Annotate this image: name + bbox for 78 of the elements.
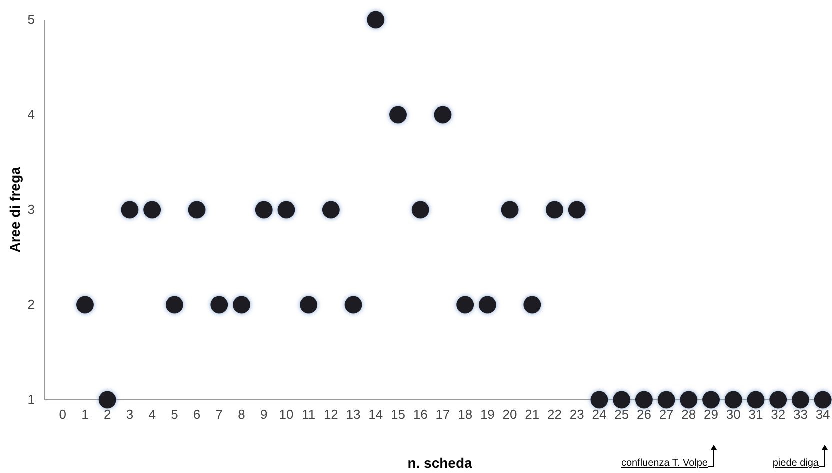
x-tick-label: 6 bbox=[193, 407, 201, 422]
x-tick-label: 3 bbox=[126, 407, 134, 422]
x-tick-label: 19 bbox=[480, 407, 495, 422]
point bbox=[478, 296, 496, 314]
x-tick-label: 8 bbox=[238, 407, 246, 422]
x-tick-label: 29 bbox=[704, 407, 718, 422]
x-tick-label: 27 bbox=[659, 407, 674, 422]
point bbox=[680, 391, 698, 409]
x-tick-label: 33 bbox=[793, 407, 808, 422]
point bbox=[390, 106, 407, 124]
y-tick-label: 2 bbox=[28, 297, 35, 312]
x-tick-label: 23 bbox=[570, 407, 584, 422]
point bbox=[121, 201, 139, 219]
x-tick-label: 12 bbox=[324, 407, 338, 422]
x-axis-title: n. scheda bbox=[408, 455, 472, 471]
point bbox=[278, 201, 296, 219]
x-tick-label: 26 bbox=[636, 407, 652, 422]
x-tick-label: 34 bbox=[816, 407, 830, 422]
point bbox=[814, 391, 832, 409]
point bbox=[747, 391, 765, 409]
x-tick-label: 13 bbox=[346, 407, 361, 422]
x-tick-label: 15 bbox=[391, 407, 406, 422]
x-tick-label: 1 bbox=[82, 407, 89, 422]
x-tick-label: 30 bbox=[726, 407, 741, 422]
point bbox=[590, 391, 608, 409]
x-tick-label: 9 bbox=[260, 407, 268, 422]
point bbox=[188, 201, 206, 219]
x-tick-label: 14 bbox=[368, 407, 384, 422]
point bbox=[98, 391, 116, 409]
text: confluenza T. Volpe bbox=[621, 458, 708, 469]
point bbox=[613, 391, 631, 409]
x-tick-label: 18 bbox=[458, 407, 473, 422]
x-tick-label: 28 bbox=[682, 407, 696, 422]
point bbox=[300, 296, 318, 314]
point bbox=[76, 296, 94, 314]
x-tick-label: 21 bbox=[525, 407, 540, 422]
x-tick-label: 16 bbox=[413, 407, 428, 422]
y-tick-label: 3 bbox=[28, 202, 35, 218]
y-tick-label: 5 bbox=[28, 12, 35, 28]
point bbox=[412, 201, 430, 219]
point bbox=[702, 391, 720, 409]
y-tick-label: 1 bbox=[28, 392, 35, 408]
x-tick-label: 11 bbox=[302, 407, 316, 422]
point bbox=[144, 201, 162, 219]
point bbox=[524, 296, 542, 314]
x-tick-label: 22 bbox=[548, 407, 562, 422]
y-tick-label: 4 bbox=[28, 107, 35, 122]
x-tick-label: 31 bbox=[748, 407, 764, 422]
point bbox=[456, 296, 474, 314]
point bbox=[658, 391, 676, 409]
point bbox=[322, 201, 340, 219]
x-tick-label: 0 bbox=[59, 407, 67, 422]
x-tick-label: 17 bbox=[436, 407, 450, 422]
point bbox=[434, 106, 452, 124]
point bbox=[635, 391, 653, 409]
text: piede diga bbox=[772, 458, 820, 469]
x-tick-label: 25 bbox=[614, 407, 630, 422]
point bbox=[255, 201, 273, 219]
x-tick-label: 2 bbox=[104, 407, 112, 422]
point bbox=[501, 201, 519, 219]
x-tick-label: 4 bbox=[148, 407, 156, 422]
x-tick-label: 7 bbox=[216, 407, 224, 422]
point bbox=[770, 391, 788, 409]
point bbox=[568, 201, 586, 219]
x-tick-label: 24 bbox=[592, 407, 607, 422]
point bbox=[367, 11, 385, 29]
point bbox=[546, 201, 564, 219]
point bbox=[210, 296, 228, 314]
x-tick-label: 10 bbox=[279, 407, 294, 422]
point bbox=[166, 296, 184, 314]
x-tick-label: 5 bbox=[171, 407, 178, 422]
x-tick-label: 32 bbox=[771, 407, 786, 422]
point bbox=[233, 296, 250, 314]
x-tick-label: 20 bbox=[502, 407, 518, 422]
point bbox=[792, 391, 810, 409]
y-axis-title: Aree di frega bbox=[7, 166, 23, 253]
point bbox=[344, 296, 362, 314]
point bbox=[724, 391, 742, 409]
